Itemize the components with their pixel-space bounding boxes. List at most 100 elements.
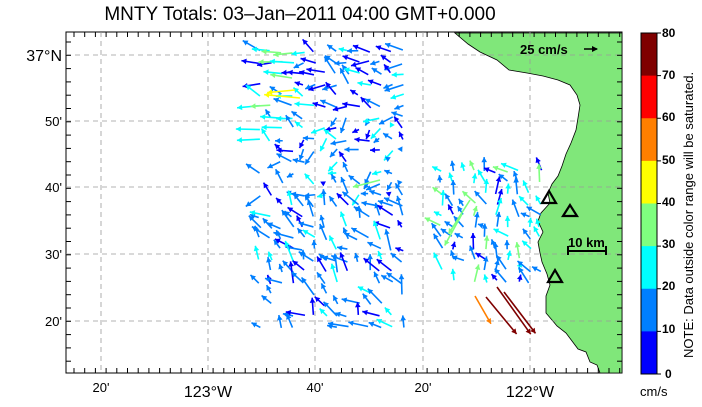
current-vector-arrow	[306, 67, 325, 73]
map-title: MNTY Totals: 03–Jan–2011 04:00 GMT+0.000	[104, 4, 496, 25]
current-vector-arrow	[514, 242, 521, 259]
current-vector-arrow	[235, 126, 260, 132]
current-vector-arrow	[302, 229, 316, 238]
current-vector-arrow	[365, 183, 381, 191]
current-vector-arrow	[498, 173, 508, 182]
current-vector-arrow	[536, 163, 542, 182]
current-vector-arrow	[447, 199, 471, 235]
frame-ticks	[66, 32, 622, 373]
current-vector-arrow	[342, 101, 361, 108]
current-vector-arrow	[521, 240, 532, 250]
current-vector-arrow	[393, 116, 403, 129]
current-vector-arrow	[367, 288, 383, 304]
current-vector-arrow	[264, 109, 271, 118]
current-vector-arrow	[298, 139, 305, 149]
current-vector-arrow	[302, 135, 315, 142]
current-vector-arrow	[329, 117, 338, 127]
current-vector-arrow	[398, 131, 404, 140]
current-vector-arrow	[304, 192, 315, 199]
current-vector-arrow	[292, 87, 304, 97]
current-vector-arrow	[343, 232, 358, 241]
current-vector-arrow	[352, 179, 381, 189]
current-vector-arrow	[495, 211, 502, 227]
current-vector-arrow	[344, 146, 359, 153]
current-vector-arrow	[291, 50, 305, 57]
current-vector-arrow	[341, 297, 360, 304]
current-vector-arrow	[338, 151, 347, 163]
current-vector-arrow	[522, 228, 531, 240]
colorbar-segment	[641, 246, 657, 290]
current-vector-arrow	[245, 195, 261, 208]
current-vector-arrow	[241, 58, 259, 65]
current-vector-arrow	[328, 195, 338, 207]
current-vector-arrow	[395, 195, 404, 216]
current-vector-arrow	[273, 231, 294, 239]
scale-bar: 10 km	[567, 235, 607, 255]
current-vector-arrow	[320, 181, 326, 187]
current-vector-arrow	[531, 266, 542, 273]
current-vector-arrow	[266, 256, 272, 271]
current-vector-arrow	[332, 295, 339, 305]
current-vector-arrow	[385, 191, 392, 197]
colorbar-tick-label: 80	[662, 26, 676, 40]
current-vector-arrow	[339, 67, 350, 85]
current-vector-arrow	[281, 209, 295, 228]
current-vector-arrow	[353, 252, 360, 263]
current-vector-arrow	[286, 313, 294, 328]
current-vector-arrow	[250, 103, 271, 109]
current-vector-arrow	[370, 127, 381, 140]
current-vector-arrow	[342, 54, 360, 63]
current-vector-arrow	[518, 266, 530, 284]
current-vector-arrow	[355, 302, 361, 316]
colorbar-tick-labels: 80 70 60 50 40 30 20 10 0 cm/s NOTE: Dat…	[640, 26, 696, 399]
current-vector-arrow	[354, 136, 370, 143]
current-vector-arrow	[311, 240, 317, 249]
current-vector-arrow	[292, 260, 305, 271]
current-vector-arrow	[338, 46, 347, 53]
current-vector-arrow	[375, 45, 392, 53]
current-vector-arrow	[483, 274, 489, 283]
current-vector-arrow	[527, 217, 533, 227]
current-vector-arrow	[236, 137, 260, 143]
current-vector-arrow	[335, 311, 347, 318]
current-vector-arrow	[377, 199, 393, 207]
current-vector-arrow	[291, 110, 303, 120]
scale-bar-label: 10 km	[568, 235, 605, 250]
current-vector-arrow	[380, 54, 392, 64]
current-vector-arrow	[296, 227, 306, 238]
lat-label: 30'	[45, 247, 62, 262]
current-vector-arrow	[273, 51, 293, 58]
current-vector-arrow	[447, 204, 454, 215]
current-vector-arrow	[516, 260, 532, 273]
lon-label: 20'	[93, 380, 110, 395]
current-vector-arrow	[308, 84, 326, 92]
current-vector-arrow	[485, 296, 518, 335]
lat-label: 50'	[45, 114, 62, 129]
current-vector-arrow	[449, 160, 456, 172]
radar-sites	[540, 188, 580, 284]
current-vector-arrow	[450, 179, 457, 195]
current-vector-arrow	[319, 137, 328, 152]
current-vector-arrow	[298, 221, 314, 228]
current-vector-arrow	[367, 241, 382, 250]
current-vector-arrow	[348, 320, 369, 328]
current-vector-arrow	[518, 195, 529, 206]
current-vector-arrow	[285, 309, 306, 317]
current-vector-arrow	[471, 173, 478, 184]
current-vector-arrow	[287, 206, 303, 218]
current-vector-arrow	[386, 272, 403, 285]
graticule	[66, 32, 622, 373]
current-vector-arrow	[357, 80, 372, 87]
current-vector-arrow	[351, 127, 360, 134]
current-vector-arrow	[319, 223, 328, 241]
lon-label: 40'	[307, 380, 324, 395]
current-vector-arrow	[397, 179, 403, 186]
current-vector-arrow	[269, 85, 282, 95]
current-vector-arrow	[520, 212, 530, 218]
current-vector-arrow	[336, 192, 349, 206]
current-vector-arrow	[274, 168, 284, 184]
current-vector-arrow	[370, 60, 380, 66]
current-vector-arrow	[323, 56, 336, 74]
current-vector-arrow	[496, 286, 532, 335]
current-vector-arrow	[394, 182, 404, 196]
